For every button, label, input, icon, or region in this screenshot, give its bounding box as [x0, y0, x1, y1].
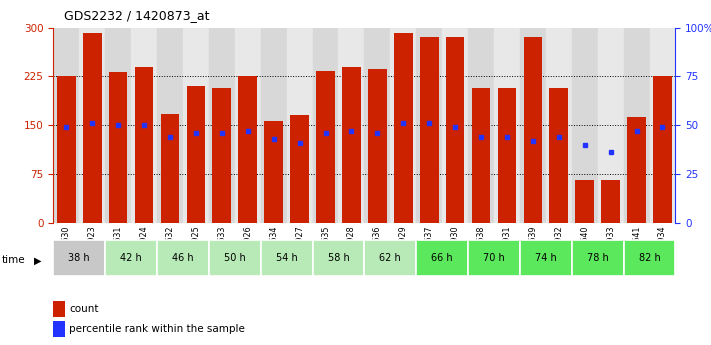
Text: percentile rank within the sample: percentile rank within the sample [69, 324, 245, 334]
Bar [416, 28, 442, 223]
Bar [523, 37, 542, 223]
Text: ▶: ▶ [34, 256, 42, 265]
Bar [471, 88, 491, 223]
Bar [313, 28, 338, 223]
Bar [213, 88, 231, 223]
Text: 54 h: 54 h [276, 253, 297, 263]
Text: 74 h: 74 h [535, 253, 557, 263]
Bar [134, 67, 154, 223]
Bar [235, 28, 261, 223]
Bar [287, 28, 313, 223]
Bar [624, 28, 650, 223]
Text: 66 h: 66 h [432, 253, 453, 263]
Bar [368, 69, 387, 223]
Bar [550, 88, 568, 223]
Bar [575, 180, 594, 223]
Text: 78 h: 78 h [587, 253, 609, 263]
Bar [53, 301, 65, 317]
Bar [390, 28, 416, 223]
Bar [364, 28, 390, 223]
Bar [53, 322, 65, 337]
Bar [109, 72, 127, 223]
Text: count: count [69, 304, 98, 314]
Bar [364, 240, 416, 276]
Bar [79, 28, 105, 223]
Bar [161, 114, 179, 223]
Bar [627, 117, 646, 223]
Bar [442, 28, 468, 223]
Bar [105, 28, 131, 223]
Bar [57, 76, 75, 223]
Bar [468, 240, 520, 276]
Bar [209, 28, 235, 223]
Bar [183, 28, 209, 223]
Bar [498, 88, 516, 223]
Text: time: time [2, 256, 26, 265]
Bar [264, 120, 283, 223]
Bar [316, 71, 335, 223]
Bar [53, 28, 79, 223]
Bar [209, 240, 261, 276]
Bar [650, 28, 675, 223]
Bar [602, 180, 620, 223]
Bar [261, 28, 287, 223]
Bar [53, 240, 105, 276]
Bar [157, 240, 209, 276]
Text: 50 h: 50 h [224, 253, 246, 263]
Bar [420, 37, 439, 223]
Text: 38 h: 38 h [68, 253, 90, 263]
Bar [157, 28, 183, 223]
Bar [338, 28, 364, 223]
Bar [546, 28, 572, 223]
Bar [105, 240, 157, 276]
Bar [313, 240, 364, 276]
Bar [598, 28, 624, 223]
Text: 58 h: 58 h [328, 253, 349, 263]
Bar [653, 76, 672, 223]
Bar [572, 28, 598, 223]
Text: 82 h: 82 h [638, 253, 661, 263]
Text: 62 h: 62 h [380, 253, 401, 263]
Bar [520, 28, 546, 223]
Bar [494, 28, 520, 223]
Bar [520, 240, 572, 276]
Bar [131, 28, 157, 223]
Bar [83, 33, 102, 223]
Bar [572, 240, 624, 276]
Bar [394, 33, 412, 223]
Text: 42 h: 42 h [120, 253, 142, 263]
Bar [290, 115, 309, 223]
Bar [186, 86, 205, 223]
Text: GDS2232 / 1420873_at: GDS2232 / 1420873_at [64, 9, 210, 22]
Bar [624, 240, 675, 276]
Bar [261, 240, 313, 276]
Bar [238, 76, 257, 223]
Text: 70 h: 70 h [483, 253, 505, 263]
Bar [468, 28, 494, 223]
Text: 46 h: 46 h [172, 253, 193, 263]
Bar [342, 67, 360, 223]
Bar [446, 37, 464, 223]
Bar [416, 240, 468, 276]
